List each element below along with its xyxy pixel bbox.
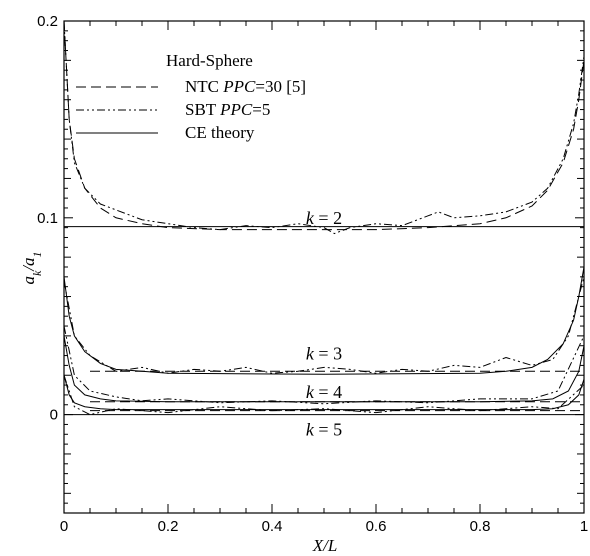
legend-entry-italic: PPC <box>219 100 253 119</box>
legend-entry-italic: PPC <box>222 77 256 96</box>
x-tick-label: 0.8 <box>470 518 491 535</box>
annotation-value: = 4 <box>314 382 342 402</box>
legend-entry-suffix: =5 <box>252 100 270 119</box>
annotation-label: k = 3 <box>306 344 342 364</box>
y-axis-label-sub-1: 1 <box>30 251 44 257</box>
x-tick-label: 0.2 <box>158 518 179 535</box>
series-line-k2-dashdotdot <box>64 21 584 235</box>
y-axis-label-sub-k: k <box>30 270 44 276</box>
annotation-value: = 2 <box>314 208 342 228</box>
x-axis-label: X/L <box>312 536 338 555</box>
legend-entry-name: NTC <box>185 77 223 96</box>
annotation-label: k = 4 <box>306 382 342 402</box>
y-tick-label: 0 <box>50 407 58 424</box>
axes: 0 0.2 0.4 0.6 0.8 1 0 0.1 0.2 <box>37 13 588 535</box>
y-tick-label: 0.2 <box>37 13 58 30</box>
series-line-k5-dashdotdot <box>64 375 584 416</box>
y-axis-label: ak/a1 <box>19 251 44 284</box>
annotation-value: = 5 <box>314 419 342 439</box>
annotations: k = 2k = 3k = 4k = 5 <box>306 208 342 440</box>
legend-entry-suffix: =30 [5] <box>255 77 306 96</box>
annotation-label: k = 5 <box>306 419 342 439</box>
y-axis-label-mid: /a <box>19 257 38 271</box>
series-group <box>64 21 584 416</box>
y-tick-label: 0.1 <box>37 210 58 227</box>
legend-entry: NTC PPC=30 [5] <box>185 77 306 96</box>
annotation-label: k = 2 <box>306 208 342 228</box>
x-tick-label: 0 <box>60 518 68 535</box>
legend-entry: SBT PPC=5 <box>185 100 270 119</box>
legend-entry-name: CE theory <box>185 123 255 142</box>
series-line-k4-dashdotdot <box>64 325 584 405</box>
x-tick-label: 0.4 <box>262 518 283 535</box>
legend-title: Hard-Sphere <box>166 51 253 70</box>
legend-entry-name: SBT <box>185 100 220 119</box>
series-line-k5-solid <box>64 375 584 411</box>
series-line-k3-dashdotdot <box>64 276 584 374</box>
series-line-k2-dashed <box>64 21 584 231</box>
annotation-k: k <box>306 419 315 439</box>
annotation-value: = 3 <box>314 344 342 364</box>
legend-entry: CE theory <box>185 123 255 142</box>
annotation-k: k <box>306 382 315 402</box>
x-tick-label: 1 <box>580 518 588 535</box>
x-tick-label: 0.6 <box>366 518 387 535</box>
series-line-k3-solid <box>64 266 584 375</box>
annotation-k: k <box>306 344 315 364</box>
annotation-k: k <box>306 208 315 228</box>
y-axis-label-main: a <box>19 276 38 285</box>
